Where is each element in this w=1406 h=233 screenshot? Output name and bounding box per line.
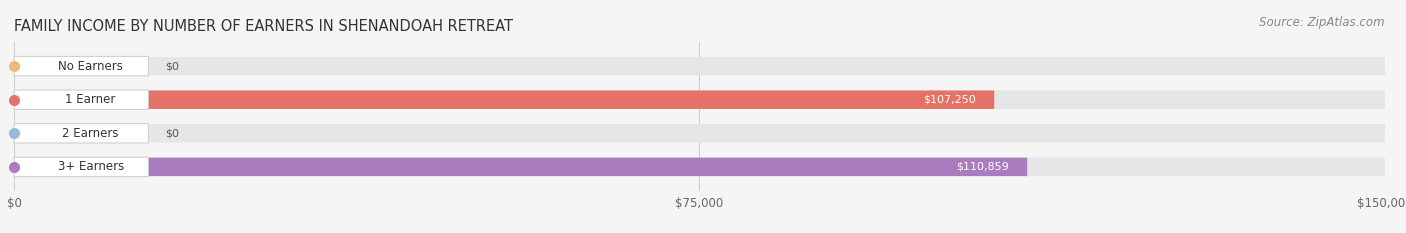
- Text: Source: ZipAtlas.com: Source: ZipAtlas.com: [1260, 16, 1385, 29]
- Text: No Earners: No Earners: [58, 60, 124, 73]
- FancyBboxPatch shape: [14, 90, 149, 110]
- Text: $110,859: $110,859: [956, 162, 1010, 172]
- Text: 2 Earners: 2 Earners: [62, 127, 120, 140]
- Text: FAMILY INCOME BY NUMBER OF EARNERS IN SHENANDOAH RETREAT: FAMILY INCOME BY NUMBER OF EARNERS IN SH…: [14, 19, 513, 34]
- Text: $107,250: $107,250: [924, 95, 976, 105]
- FancyBboxPatch shape: [14, 124, 1385, 143]
- FancyBboxPatch shape: [14, 123, 149, 143]
- Text: $0: $0: [165, 128, 179, 138]
- FancyBboxPatch shape: [14, 90, 1385, 109]
- Text: $0: $0: [165, 61, 179, 71]
- Text: 3+ Earners: 3+ Earners: [58, 160, 124, 173]
- FancyBboxPatch shape: [14, 158, 1385, 176]
- FancyBboxPatch shape: [14, 90, 994, 109]
- FancyBboxPatch shape: [14, 158, 1028, 176]
- Text: 1 Earner: 1 Earner: [66, 93, 115, 106]
- FancyBboxPatch shape: [14, 157, 149, 177]
- FancyBboxPatch shape: [14, 57, 1385, 75]
- FancyBboxPatch shape: [14, 56, 149, 76]
